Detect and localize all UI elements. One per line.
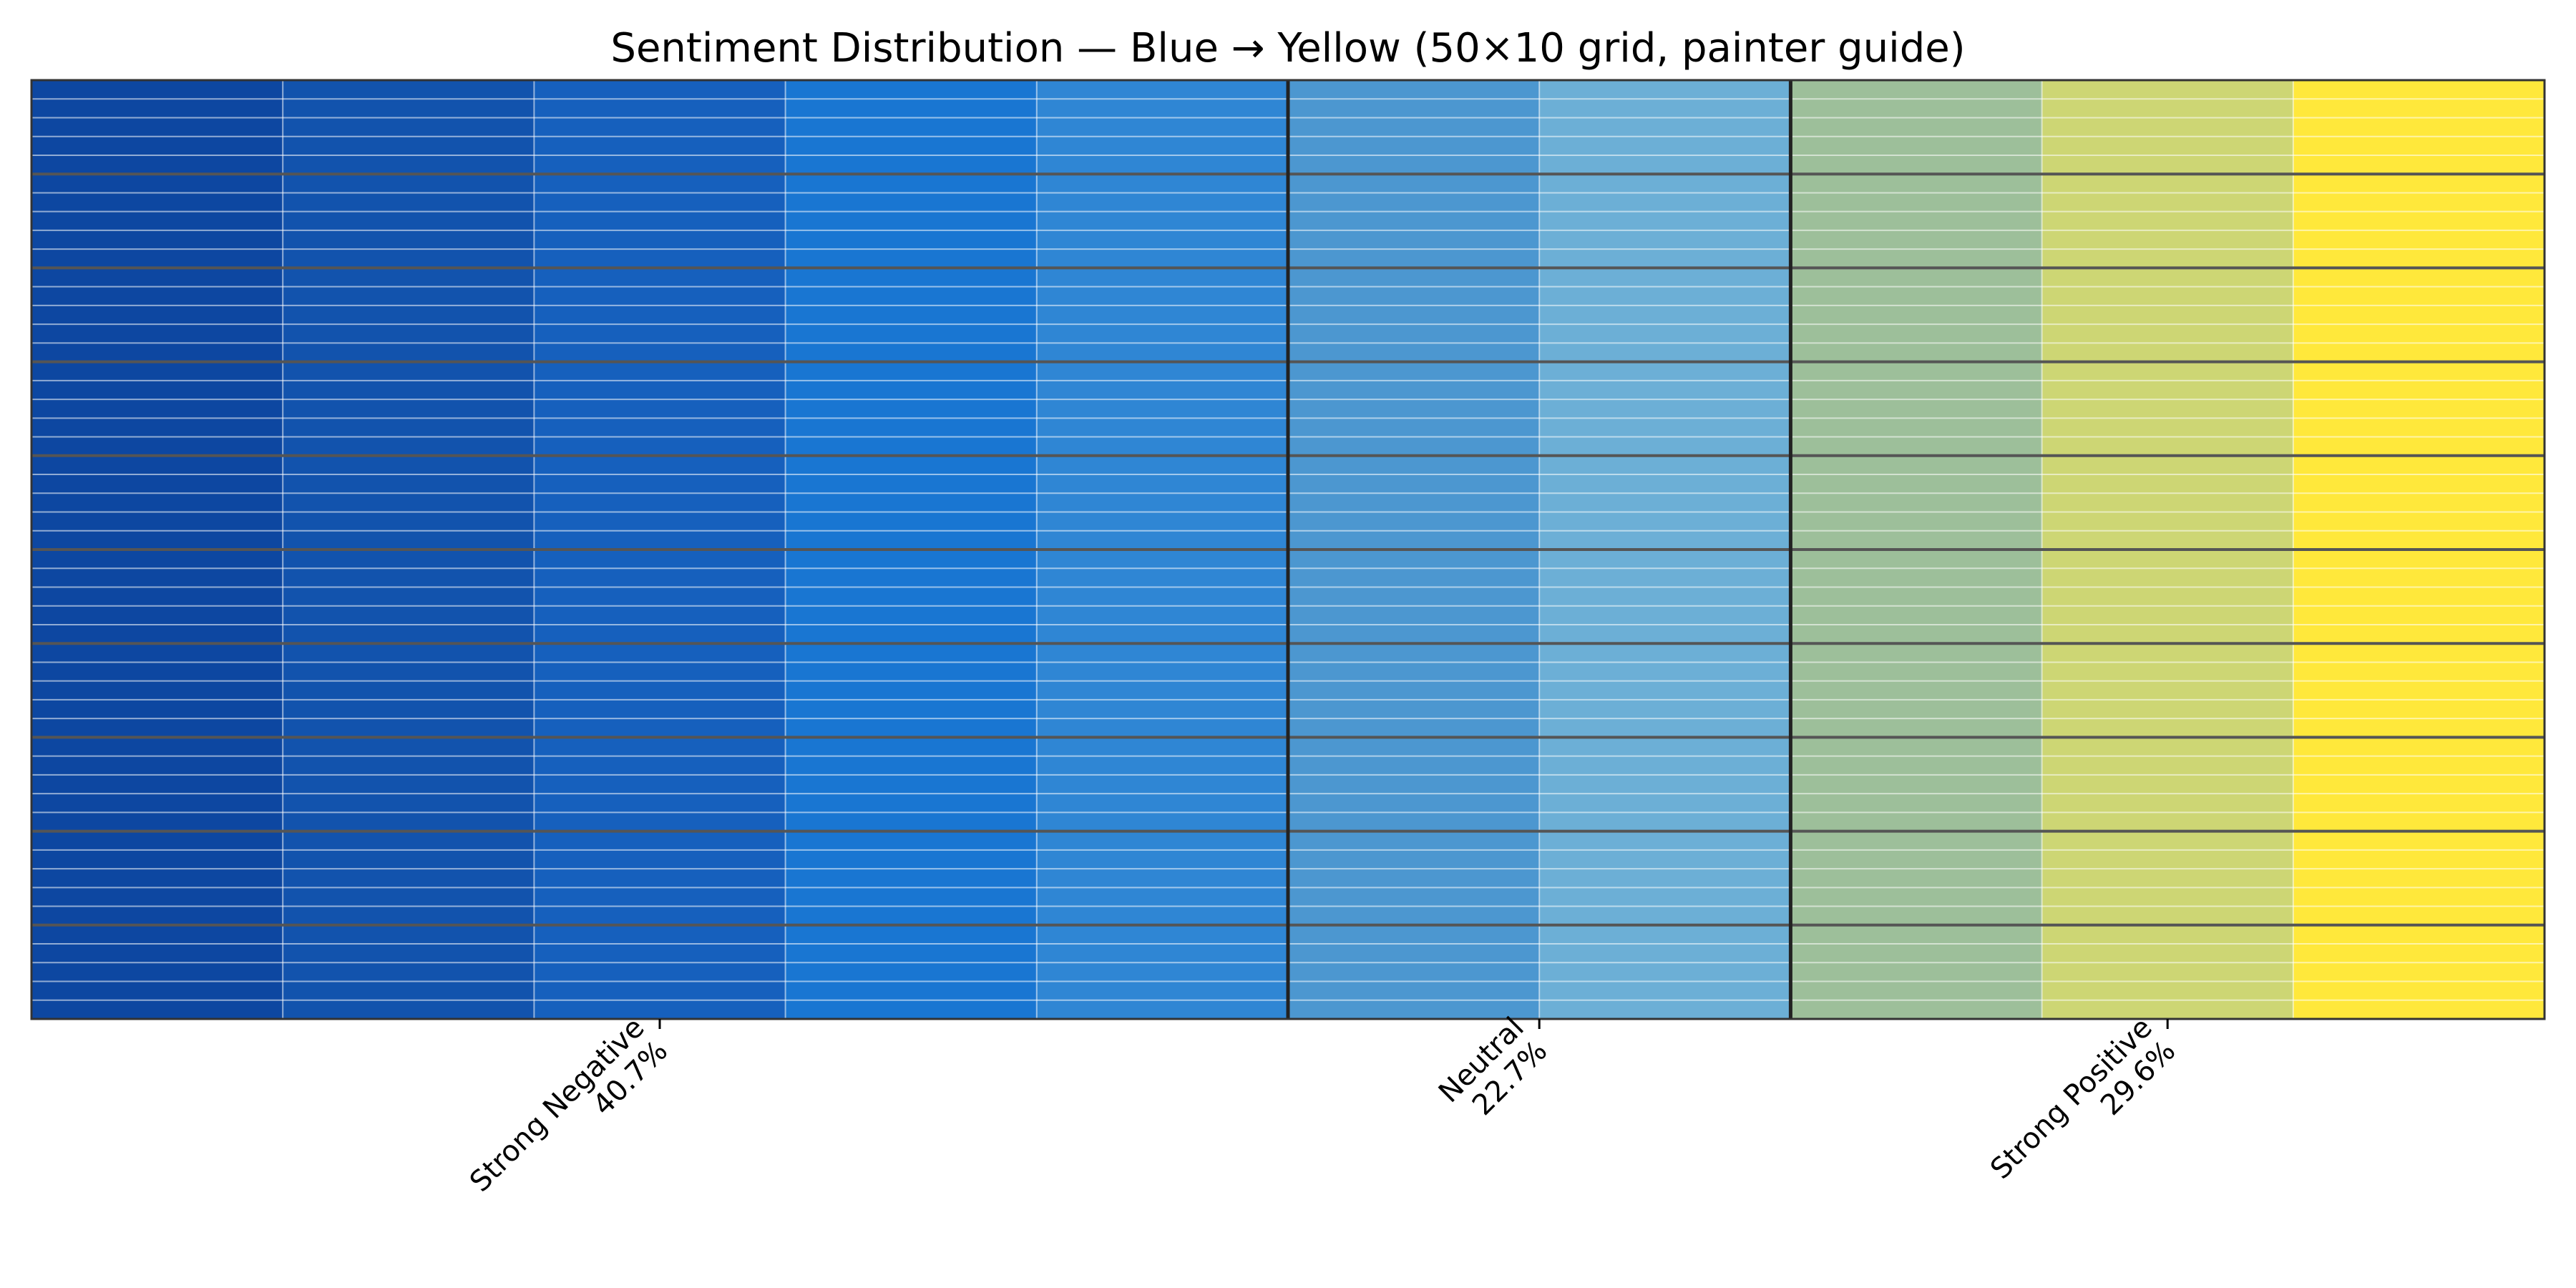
x-tick-label-2: Neutral22.7% — [1433, 1011, 1553, 1132]
x-tick-label-1: Strong Negative40.7% — [464, 1011, 674, 1221]
x-axis-ticks: Strong Negative40.7% Neutral22.7% Strong P… — [464, 1011, 2182, 1221]
x-tick-label-3: Strong Positive29.6% — [1984, 1011, 2182, 1209]
chart-title: Sentiment Distribution — Blue → Yellow (… — [610, 25, 1965, 72]
group-boundary-lines — [1286, 80, 1792, 1019]
plot-frame — [30, 79, 2546, 1020]
